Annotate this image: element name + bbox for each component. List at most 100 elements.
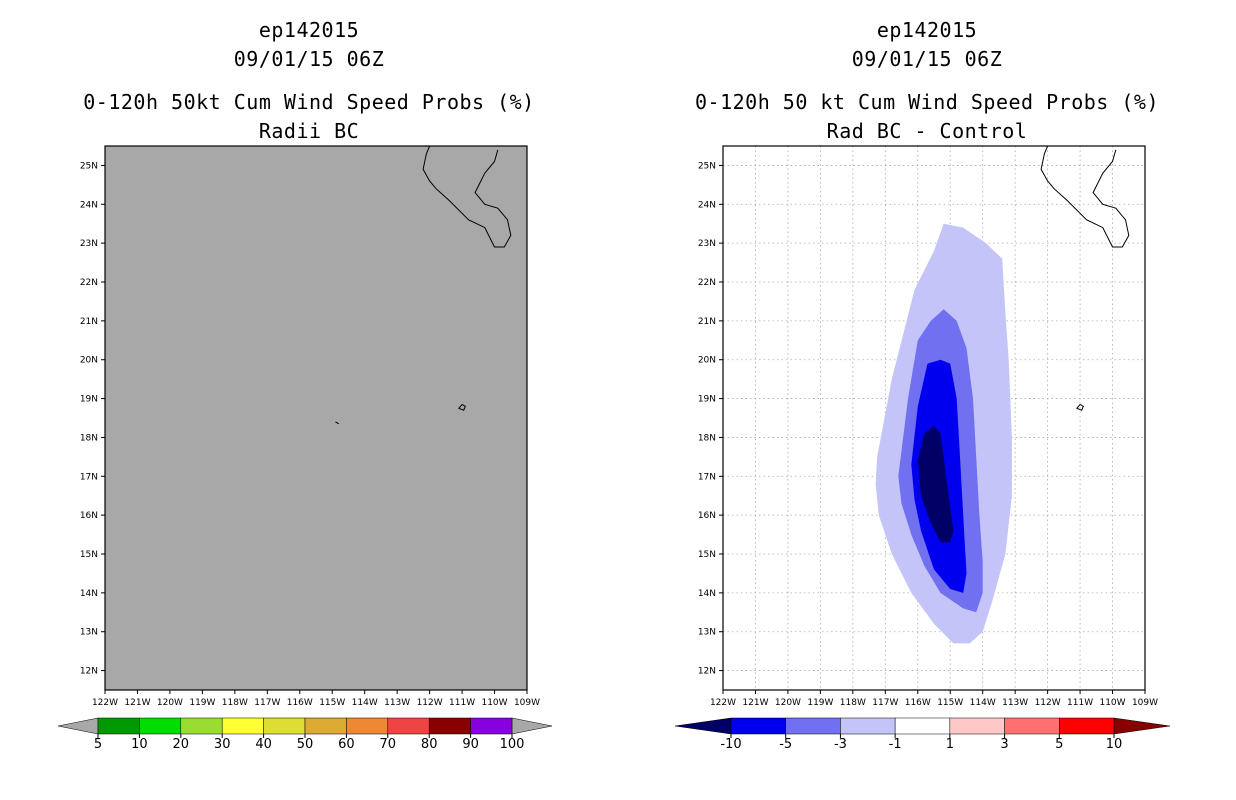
colorbar-high-arrow [511,717,553,735]
colorbar-swatch [1059,717,1115,735]
right-panel: ep142015 09/01/15 06Z 0-120h 50 kt Cum W… [618,0,1236,800]
colorbar-swatch [428,717,471,735]
colorbar-label: 70 [380,737,397,752]
colorbar-label: 100 [500,737,525,752]
lat-tick-label: 14N [80,589,98,599]
lat-tick-label: 22N [80,278,98,288]
lat-tick-label: 19N [698,395,716,405]
plot-area [105,146,527,690]
lon-tick-label: 121W [124,698,150,708]
colorbar-label: 20 [173,737,190,752]
colorbar-swatch [949,717,1005,735]
lon-tick-label: 121W [742,698,768,708]
colorbar-label: 10 [1106,737,1123,752]
lon-tick-label: 115W [319,698,345,708]
lat-tick-label: 14N [698,589,716,599]
lat-tick-label: 17N [698,472,716,482]
lon-tick-label: 122W [710,698,736,708]
right-map: 122W 121W 120W 119W 118W 117W 116W 115W 114W 113W… [674,145,1171,752]
lat-tick-label: 13N [80,628,98,638]
island-outline [457,403,466,411]
lon-tick-label: 111W [1067,698,1093,708]
lat-tick-label: 16N [80,511,98,521]
shaded-region [917,425,954,543]
colorbar-label: 3 [1000,737,1008,752]
left-map: 122W 121W 120W 119W 118W 117W 116W 115W 114W 113W… [57,145,553,752]
lon-tick-label: 116W [287,698,313,708]
product-title: 0-120h 50 kt Cum Wind Speed Probs (%) [694,90,1160,114]
lat-tick-label: 20N [80,356,98,366]
lon-tick-label: 119W [189,698,215,708]
lat-tick-label: 23N [80,239,98,249]
small-island [335,421,339,425]
lat-tick-label: 25N [80,161,98,171]
lon-tick-label: 116W [905,698,931,708]
colorbar-label: -10 [720,737,741,752]
lat-tick-label: 25N [698,161,716,171]
lon-tick-label: 120W [157,698,183,708]
colorbar-label: 10 [131,737,148,752]
lon-tick-label: 115W [937,698,963,708]
coastline [1040,145,1130,248]
lon-tick-label: 120W [775,698,801,708]
lon-tick-label: 122W [92,698,118,708]
colorbar-swatch [470,717,513,735]
colorbar-swatch [346,717,389,735]
colorbar-swatch [180,717,223,735]
colorbar-low-arrow [674,717,732,735]
lat-tick-label: 21N [80,317,98,327]
colorbar-swatch [97,717,140,735]
lat-tick-label: 12N [698,667,716,677]
colorbar-label: 1 [946,737,954,752]
colorbar-swatch [785,717,841,735]
panel-subtitle: Rad BC - Control [826,119,1028,143]
datetime: 09/01/15 06Z [851,47,1003,71]
colorbar-label: -1 [889,737,902,752]
colorbar-swatch [304,717,347,735]
lon-tick-label: 110W [481,698,507,708]
lat-tick-label: 21N [698,317,716,327]
storm-id: ep142015 [258,18,360,42]
lon-tick-label: 114W [970,698,996,708]
coastline [422,145,512,248]
colorbar-label: 50 [297,737,314,752]
map-frame [104,145,528,691]
lat-tick-label: 16N [698,511,716,521]
colorbar-swatch [1004,717,1060,735]
left-panel: ep142015 09/01/15 06Z 0-120h 50kt Cum Wi… [57,18,553,752]
lat-tick-label: 18N [80,433,98,443]
lon-tick-label: 114W [352,698,378,708]
lon-tick-label: 112W [1035,698,1061,708]
lon-tick-label: 111W [449,698,475,708]
lon-tick-label: 119W [807,698,833,708]
lat-tick-label: 24N [698,200,716,210]
colorbar-label: 30 [214,737,231,752]
storm-id: ep142015 [876,18,978,42]
lat-tick-label: 17N [80,472,98,482]
map-frame [722,145,1146,691]
lon-tick-label: 117W [254,698,280,708]
colorbar-label: 80 [421,737,438,752]
lon-tick-label: 118W [840,698,866,708]
datetime: 09/01/15 06Z [233,47,385,71]
lat-tick-label: 18N [698,433,716,443]
lat-tick-label: 15N [80,550,98,560]
colorbar-label: 5 [94,737,102,752]
colorbar-swatch [221,717,264,735]
lat-tick-label: 15N [698,550,716,560]
colorbar-swatch [387,717,430,735]
colorbar-swatch [263,717,306,735]
island-outline [1075,403,1084,411]
lon-tick-label: 118W [222,698,248,708]
colorbar-swatch [730,717,786,735]
lat-tick-label: 20N [698,356,716,366]
colorbar-label: -3 [834,737,847,752]
lon-tick-label: 109W [1132,698,1158,708]
lon-tick-label: 110W [1099,698,1125,708]
lat-tick-label: 23N [698,239,716,249]
colorbar-swatch [840,717,896,735]
colorbar-label: 90 [462,737,479,752]
lat-tick-label: 22N [698,278,716,288]
lon-tick-label: 117W [872,698,898,708]
colorbar-swatch [894,717,951,735]
